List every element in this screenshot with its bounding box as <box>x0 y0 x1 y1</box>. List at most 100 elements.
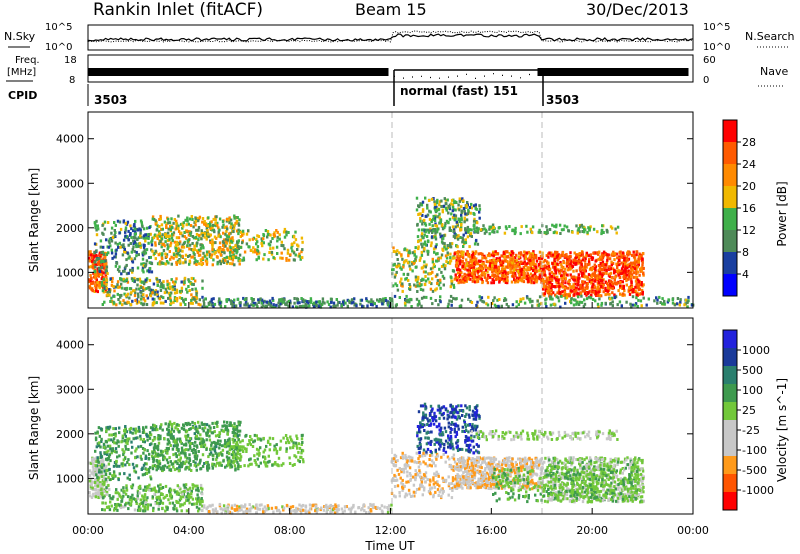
data-cell <box>104 465 107 469</box>
data-cell <box>213 235 217 239</box>
data-cell <box>280 244 283 247</box>
data-cell <box>549 286 553 290</box>
data-cell <box>242 258 246 262</box>
data-cell <box>131 431 134 435</box>
data-cell <box>431 270 434 274</box>
data-cell <box>611 267 615 271</box>
data-cell <box>91 265 94 269</box>
data-cell <box>502 252 505 256</box>
data-cell <box>276 252 279 255</box>
data-cell <box>186 244 189 248</box>
data-cell <box>425 235 429 238</box>
data-cell <box>342 303 345 307</box>
data-cell <box>431 277 434 281</box>
data-cell <box>225 255 228 259</box>
data-cell <box>513 228 517 232</box>
data-cell <box>136 238 139 241</box>
data-cell <box>127 301 130 305</box>
data-cell <box>419 219 422 223</box>
data-cell <box>195 296 199 300</box>
data-cell <box>217 246 221 250</box>
data-cell <box>471 279 474 283</box>
data-cell <box>103 451 106 455</box>
data-cell <box>479 298 482 302</box>
data-cell <box>286 300 289 304</box>
data-cell <box>97 444 101 448</box>
data-cell <box>391 263 394 267</box>
data-cell <box>428 217 432 221</box>
data-cell <box>576 283 579 287</box>
data-cell <box>673 303 677 307</box>
data-cell <box>133 257 137 261</box>
data-cell <box>245 300 248 303</box>
data-cell <box>464 212 467 216</box>
data-cell <box>129 268 132 272</box>
data-cell <box>463 216 466 220</box>
data-cell <box>262 233 265 236</box>
data-cell <box>225 240 228 244</box>
data-cell <box>606 230 609 234</box>
data-cell <box>439 221 442 225</box>
data-cell <box>519 299 523 303</box>
data-cell <box>369 303 373 306</box>
data-cell <box>172 429 176 433</box>
data-cell <box>519 252 523 256</box>
data-cell <box>211 457 215 461</box>
data-cell <box>89 494 92 498</box>
data-cell <box>600 303 603 307</box>
data-cell <box>560 294 563 298</box>
data-cell <box>189 282 192 286</box>
data-cell <box>518 265 521 269</box>
data-cell <box>100 277 103 281</box>
data-cell <box>537 256 541 260</box>
beam-title: Beam 15 <box>355 0 427 19</box>
data-cell <box>125 286 128 290</box>
data-cell <box>476 278 479 282</box>
data-cell <box>279 302 282 306</box>
data-cell <box>260 301 263 305</box>
data-cell <box>141 286 145 290</box>
data-cell <box>538 277 541 281</box>
data-cell <box>153 252 156 255</box>
data-cell <box>238 452 242 456</box>
data-cell <box>559 232 562 235</box>
data-cell <box>97 260 100 264</box>
data-cell <box>252 246 255 250</box>
data-cell <box>224 258 227 262</box>
data-cell <box>319 305 323 309</box>
data-cell <box>189 301 193 305</box>
data-cell <box>90 496 94 499</box>
data-cell <box>591 267 594 271</box>
data-cell <box>142 451 145 455</box>
data-cell <box>579 259 582 263</box>
data-cell <box>273 234 276 238</box>
data-cell <box>194 461 197 465</box>
data-cell <box>601 286 605 290</box>
data-cell <box>150 442 153 446</box>
data-cell <box>141 467 144 470</box>
data-cell <box>100 466 104 470</box>
data-cell <box>635 282 639 286</box>
data-cell <box>99 483 102 486</box>
data-cell <box>565 225 569 229</box>
data-cell <box>195 464 198 468</box>
data-cell <box>166 465 169 469</box>
data-cell <box>225 298 228 302</box>
nave-series <box>394 73 530 79</box>
data-cell <box>103 287 106 291</box>
data-cell <box>142 245 146 249</box>
data-cell <box>141 268 144 272</box>
data-cell <box>531 274 534 278</box>
data-cell <box>417 277 420 281</box>
data-cell <box>218 228 221 232</box>
data-cell <box>492 279 496 283</box>
data-cell <box>458 256 461 260</box>
data-cell <box>111 280 114 284</box>
data-cell <box>206 466 209 470</box>
data-cell <box>624 267 627 271</box>
data-cell <box>475 238 478 242</box>
data-cell <box>139 297 143 301</box>
data-cell <box>538 250 542 254</box>
data-cell <box>467 277 470 281</box>
data-cell <box>401 289 404 293</box>
